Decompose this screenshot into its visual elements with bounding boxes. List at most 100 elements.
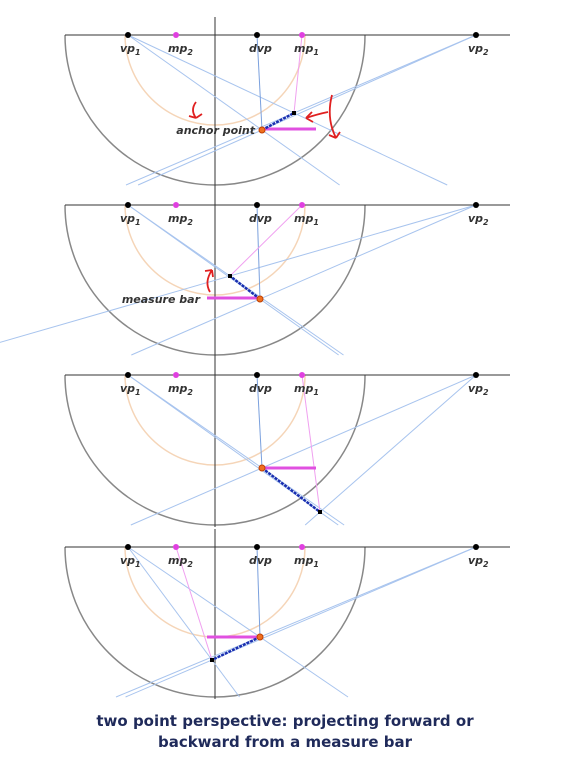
label-sub: 2 bbox=[483, 388, 489, 397]
projection-line bbox=[127, 546, 349, 698]
projection-line bbox=[115, 546, 477, 698]
measure-line bbox=[229, 204, 303, 277]
point-dot bbox=[125, 202, 131, 208]
point-dot bbox=[473, 202, 479, 208]
label-sub: 2 bbox=[187, 560, 193, 569]
dvp-line bbox=[256, 374, 263, 469]
label-base: mp bbox=[168, 212, 187, 225]
point-label: mp1 bbox=[294, 382, 319, 397]
point-label: dvp bbox=[249, 42, 272, 55]
label-sub: 1 bbox=[135, 560, 141, 569]
label-sub: 2 bbox=[187, 218, 193, 227]
label-base: vp bbox=[468, 554, 483, 567]
point-dot bbox=[173, 32, 179, 38]
point-label: vp1 bbox=[120, 554, 141, 569]
point-label: vp2 bbox=[468, 42, 489, 57]
point-dot bbox=[254, 372, 260, 378]
label-base: vp bbox=[468, 42, 483, 55]
projection-line bbox=[127, 34, 340, 186]
anchor bbox=[258, 464, 266, 472]
label-sub: 1 bbox=[313, 48, 319, 57]
projected-edge bbox=[261, 111, 295, 132]
projected-edge bbox=[211, 635, 261, 662]
annotation: measure bar bbox=[122, 293, 201, 306]
projection-line bbox=[0, 204, 477, 343]
caption-line: backward from a measure bar bbox=[158, 733, 413, 751]
label-base: vp bbox=[120, 554, 135, 567]
point-label: mp1 bbox=[294, 42, 319, 57]
label-base: mp bbox=[294, 42, 313, 55]
projected-edge bbox=[229, 275, 261, 300]
label-base: mp bbox=[168, 554, 187, 567]
point-dot bbox=[299, 202, 305, 208]
projection-line bbox=[127, 374, 345, 526]
label-sub: 1 bbox=[135, 388, 141, 397]
point-dot bbox=[173, 202, 179, 208]
label-sub: 2 bbox=[483, 560, 489, 569]
label-base: vp bbox=[468, 382, 483, 395]
annotation: anchor point bbox=[176, 124, 255, 137]
point-label: mp2 bbox=[168, 212, 193, 227]
label-sub: 1 bbox=[313, 218, 319, 227]
label-sub: 1 bbox=[313, 560, 319, 569]
red-arrow bbox=[328, 94, 341, 139]
point-label: mp1 bbox=[294, 212, 319, 227]
label-base: mp bbox=[168, 42, 187, 55]
anchor bbox=[258, 126, 266, 134]
measure-line bbox=[175, 546, 213, 661]
point bbox=[292, 111, 296, 115]
red-arrow bbox=[204, 269, 214, 293]
point-dot bbox=[125, 372, 131, 378]
dvp-line bbox=[256, 34, 263, 131]
projection-line bbox=[137, 34, 477, 186]
label-base: vp bbox=[468, 212, 483, 225]
point-dot bbox=[173, 544, 179, 550]
label-base: vp bbox=[120, 212, 135, 225]
projection-line bbox=[127, 34, 448, 186]
point-label: vp1 bbox=[120, 42, 141, 57]
point-label: vp2 bbox=[468, 554, 489, 569]
point-dot bbox=[299, 372, 305, 378]
anchor bbox=[256, 633, 264, 641]
label-base: vp bbox=[120, 382, 135, 395]
point-label: dvp bbox=[249, 212, 272, 225]
label-base: mp bbox=[294, 212, 313, 225]
point-label: mp2 bbox=[168, 42, 193, 57]
point-dot bbox=[473, 32, 479, 38]
point-dot bbox=[254, 32, 260, 38]
label-sub: 1 bbox=[135, 48, 141, 57]
label-sub: 1 bbox=[313, 388, 319, 397]
label-base: vp bbox=[120, 42, 135, 55]
point-dot bbox=[254, 202, 260, 208]
projection-line bbox=[130, 374, 477, 526]
point-dot bbox=[473, 372, 479, 378]
anchor bbox=[256, 295, 264, 303]
point bbox=[318, 510, 322, 514]
label-sub: 2 bbox=[483, 48, 489, 57]
point-label: mp2 bbox=[168, 554, 193, 569]
point-dot bbox=[299, 32, 305, 38]
label-base: dvp bbox=[249, 554, 272, 567]
point-label: dvp bbox=[249, 382, 272, 395]
point-dot bbox=[125, 544, 131, 550]
panel: vp1 mp2 dvp mp1 vp2 bbox=[64, 94, 510, 527]
projection-line bbox=[304, 374, 477, 526]
panel: vp1 mp2 dvp mp1 vp2 bbox=[64, 101, 510, 699]
point-label: vp1 bbox=[120, 212, 141, 227]
point-dot bbox=[299, 544, 305, 550]
point-dot bbox=[254, 544, 260, 550]
label-base: dvp bbox=[249, 42, 272, 55]
point-label: dvp bbox=[249, 554, 272, 567]
label-sub: 1 bbox=[135, 218, 141, 227]
label-sub: 2 bbox=[187, 48, 193, 57]
point-label: vp2 bbox=[468, 382, 489, 397]
projection-line bbox=[127, 546, 240, 698]
projection-line bbox=[125, 34, 477, 186]
label-sub: 2 bbox=[187, 388, 193, 397]
projected-edge bbox=[261, 467, 321, 513]
point-dot bbox=[473, 544, 479, 550]
red-arrow bbox=[188, 101, 203, 119]
red-arrow bbox=[305, 111, 329, 123]
